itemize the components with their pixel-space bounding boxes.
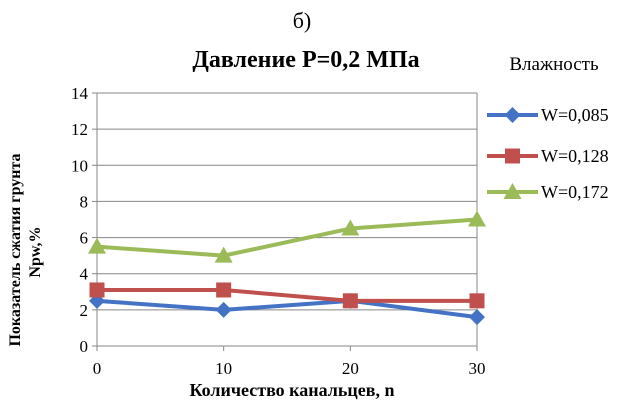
y-axis-title: Показатель сжатия грунта Npw,% bbox=[7, 153, 44, 346]
legend-label: W=0,172 bbox=[541, 182, 609, 202]
y-tick-label: 12 bbox=[71, 120, 88, 139]
legend-marker bbox=[503, 183, 522, 199]
series-line bbox=[96, 298, 478, 320]
data-point-marker bbox=[216, 282, 232, 298]
chart-title: Давление Р=0,2 МПа bbox=[192, 47, 419, 73]
legend-item: W=0,128 bbox=[487, 146, 609, 166]
data-point-marker bbox=[88, 237, 106, 254]
y-tick-label: 14 bbox=[71, 84, 89, 103]
data-point-marker bbox=[468, 210, 486, 227]
x-tick-label: 30 bbox=[469, 359, 486, 378]
data-point-marker bbox=[342, 293, 358, 309]
y-tick-labels: 0 2 4 6 8 10 12 14 bbox=[71, 84, 89, 356]
series-0 bbox=[89, 292, 485, 326]
legend-marker bbox=[505, 148, 520, 164]
y-axis-title-line2: Npw,% bbox=[27, 226, 44, 277]
x-axis-title: Количество канальцев, n bbox=[189, 380, 394, 400]
series-layer bbox=[88, 210, 486, 326]
data-point-marker bbox=[469, 309, 485, 326]
y-tick-label: 8 bbox=[80, 192, 89, 211]
y-tick-label: 10 bbox=[71, 156, 88, 175]
x-tick-label: 0 bbox=[93, 359, 102, 378]
legend-marker bbox=[504, 107, 521, 123]
series-line bbox=[96, 217, 478, 258]
gridlines bbox=[97, 92, 477, 311]
data-point-marker bbox=[215, 301, 232, 318]
legend-title: Влажность bbox=[509, 54, 599, 75]
data-point-marker bbox=[341, 219, 360, 236]
y-tick-label: 4 bbox=[80, 265, 89, 284]
series-line bbox=[97, 287, 477, 303]
series-2 bbox=[88, 210, 486, 263]
legend-item: W=0,172 bbox=[487, 182, 609, 202]
y-axis-title-line1: Показатель сжатия грунта bbox=[7, 153, 24, 346]
x-tick-label: 10 bbox=[215, 359, 232, 378]
data-point-marker bbox=[214, 246, 233, 263]
legend-label: W=0,085 bbox=[541, 105, 609, 125]
panel-label: б) bbox=[293, 8, 312, 33]
y-tick-label: 2 bbox=[80, 301, 89, 320]
legend: W=0,085 W=0,128 W=0,172 bbox=[487, 105, 609, 202]
legend-label: W=0,128 bbox=[541, 146, 609, 166]
x-tick-labels: 0 10 20 30 bbox=[93, 359, 486, 378]
series-1 bbox=[89, 282, 485, 309]
data-point-marker bbox=[89, 282, 105, 298]
y-tick-label: 0 bbox=[80, 337, 89, 356]
y-tick-label: 6 bbox=[80, 229, 89, 248]
legend-item: W=0,085 bbox=[487, 105, 609, 125]
data-point-marker bbox=[469, 293, 485, 309]
x-tick-label: 20 bbox=[342, 359, 359, 378]
